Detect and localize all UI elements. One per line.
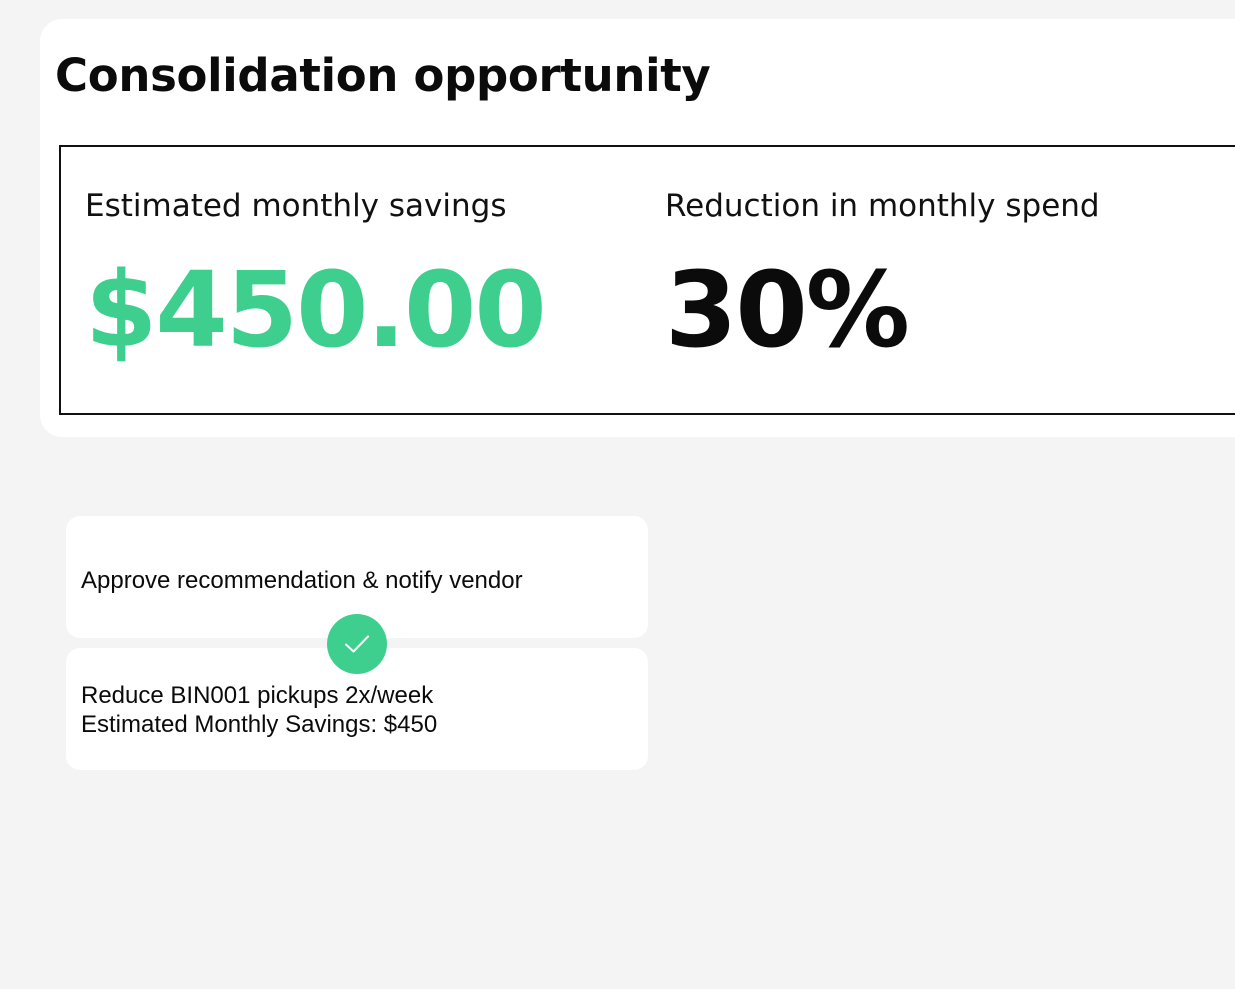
savings-value: $450.00 [85,249,547,371]
recommendation-line-2: Estimated Monthly Savings: $450 [81,711,438,738]
approve-label: Approve recommendation & notify vendor [81,567,523,594]
reduction-value: 30% [665,249,910,371]
check-icon [327,614,387,674]
consolidation-panel: Consolidation opportunity Estimated mont… [40,19,1235,437]
reduction-label: Reduction in monthly spend [665,188,1100,224]
savings-metric: Estimated monthly savings $450.00 [85,188,547,371]
panel-title: Consolidation opportunity [55,49,711,102]
check-icon-glyph [345,635,369,653]
recommendation-line-1: Reduce BIN001 pickups 2x/week [81,682,434,709]
savings-label: Estimated monthly savings [85,188,507,224]
reduction-metric: Reduction in monthly spend 30% [665,188,1100,371]
recommendation-card: Reduce BIN001 pickups 2x/week Estimated … [66,648,648,770]
metrics-box: Estimated monthly savings $450.00 Reduct… [59,145,1235,415]
recommendation-text: Reduce BIN001 pickups 2x/week Estimated … [81,681,437,739]
